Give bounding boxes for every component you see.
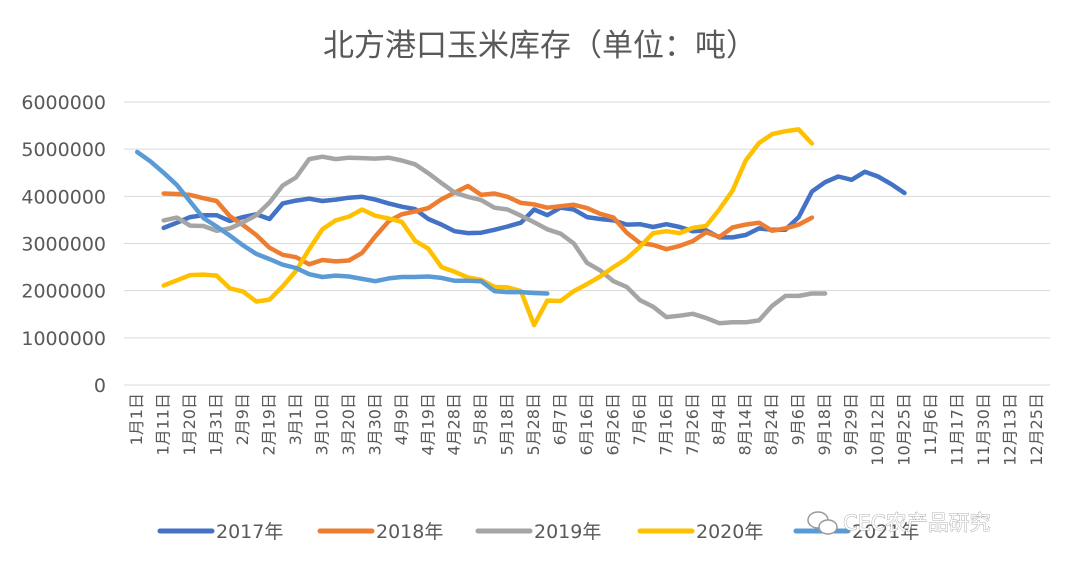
x-tick-label: 3月20日 <box>339 393 358 456</box>
x-tick-label: 5月8日 <box>471 393 490 445</box>
y-tick-label: 5000000 <box>21 139 106 161</box>
x-tick-label: 9月6日 <box>789 393 808 445</box>
x-tick-label: 5月18日 <box>498 393 517 456</box>
y-tick-label: 2000000 <box>21 281 106 303</box>
series-lines <box>134 127 907 328</box>
x-tick-label: 1月31日 <box>207 393 226 456</box>
series-line-2021 <box>134 149 550 296</box>
y-tick-label: 4000000 <box>21 186 106 208</box>
x-tick-label: 3月30日 <box>365 393 384 456</box>
x-tick-label: 8月4日 <box>709 393 728 445</box>
x-axis-ticks: 1月1日 1月11日 1月20日 1月31日 2月9日 2月19日 3月1日 3月10日 3月2… <box>127 393 1046 466</box>
x-tick-label: 4月9日 <box>392 393 411 445</box>
x-tick-label: 12月13日 <box>1000 393 1019 466</box>
x-tick-label: 11月6日 <box>921 393 940 456</box>
series-line-2018 <box>161 183 815 267</box>
x-tick-label: 8月24日 <box>762 393 781 456</box>
chart-title: 北方港口玉米库存（单位：吨） <box>323 28 757 64</box>
x-tick-label: 6月7日 <box>551 393 570 445</box>
watermark: CEC农产品研究 <box>807 511 991 535</box>
series-line-2020 <box>161 127 815 328</box>
x-tick-label: 10月25日 <box>894 393 913 466</box>
legend-label: 2020年 <box>696 521 763 543</box>
legend-label: 2021年 <box>852 521 919 543</box>
y-axis-ticks: 0 1000000 2000000 3000000 4000000 5000000 6000… <box>21 92 106 397</box>
y-tick-label: 6000000 <box>21 92 106 114</box>
legend-label: 2019年 <box>534 521 601 543</box>
x-tick-label: 8月14日 <box>736 393 755 456</box>
legend-label: 2017年 <box>216 521 283 543</box>
x-tick-label: 7月6日 <box>630 393 649 445</box>
legend: 2017年 2018年 2019年 2020年 2021年 <box>157 521 919 543</box>
x-tick-label: 6月16日 <box>577 393 596 456</box>
x-tick-label: 11月17日 <box>947 393 966 466</box>
x-tick-label: 1月20日 <box>180 393 199 456</box>
x-tick-label: 11月30日 <box>974 393 993 466</box>
x-tick-label: 9月29日 <box>842 393 861 456</box>
x-tick-label: 6月26日 <box>603 393 622 456</box>
x-tick-label: 3月10日 <box>312 393 331 456</box>
x-tick-label: 1月1日 <box>127 393 146 445</box>
x-tick-label: 7月16日 <box>656 393 675 456</box>
x-tick-label: 2月19日 <box>260 393 279 456</box>
x-tick-label: 3月1日 <box>286 393 305 445</box>
x-tick-label: 5月28日 <box>524 393 543 456</box>
legend-label: 2018年 <box>376 521 443 543</box>
y-tick-label: 0 <box>94 375 106 397</box>
x-tick-label: 9月18日 <box>815 393 834 456</box>
x-tick-label: 4月28日 <box>445 393 464 456</box>
x-tick-label: 10月12日 <box>868 393 887 466</box>
wechat-icon <box>807 511 838 535</box>
x-tick-label: 2月9日 <box>233 393 252 445</box>
x-tick-label: 7月26日 <box>683 393 702 456</box>
y-tick-label: 1000000 <box>21 328 106 350</box>
series-line-2019 <box>161 154 828 326</box>
y-tick-label: 3000000 <box>21 234 106 256</box>
x-tick-label: 4月19日 <box>418 393 437 456</box>
watermark-text: CEC农产品研究 <box>843 511 991 535</box>
x-tick-label: 12月25日 <box>1027 393 1046 466</box>
x-tick-label: 1月11日 <box>154 393 173 456</box>
